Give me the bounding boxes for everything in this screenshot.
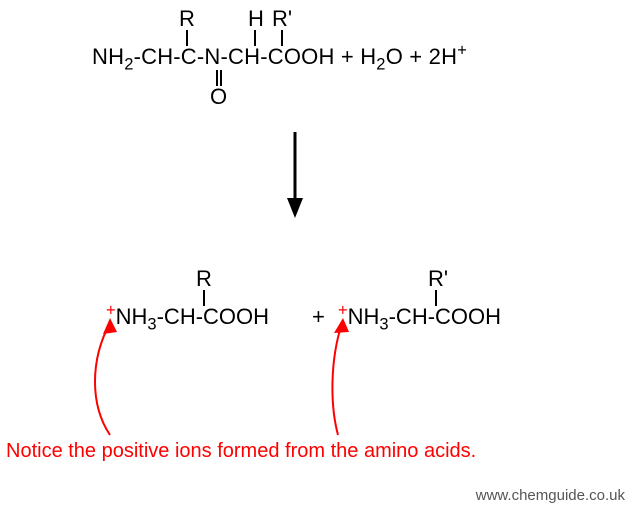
annotation-arrows-icon — [0, 0, 639, 516]
reactant-main: NH2-CH-C-N-CH-COOH + H2O + 2H+ — [92, 44, 467, 70]
product-left-nh3-sub: 3 — [147, 315, 156, 333]
product-right-nh3-sub: 3 — [379, 315, 388, 333]
reactant-sub-h: H — [248, 6, 264, 32]
product-left-nh: NH — [116, 304, 148, 329]
product-left-main: +NH3-CH-COOH — [106, 304, 269, 330]
reactant-chain: -CH-C-N-CH-COOH + H — [134, 44, 377, 69]
reactant-hplus-sup: + — [457, 42, 467, 60]
products-plus: + — [312, 304, 325, 330]
product-right-tail: -CH-COOH — [389, 304, 501, 329]
reactant-nh: NH — [92, 44, 124, 69]
reaction-arrow-icon — [280, 130, 310, 220]
reactant-h2o-sub: 2 — [376, 55, 385, 73]
watermark: www.chemguide.co.uk — [468, 487, 625, 504]
product-left-sub-r: R — [196, 266, 212, 292]
reactant-sub-r1: R — [179, 6, 195, 32]
product-right-plus-icon: + — [338, 302, 348, 320]
annotation-text: Notice the positive ions formed from the… — [6, 440, 476, 463]
reactant-tail: O + 2H — [386, 44, 458, 69]
product-right-sub-r: R' — [428, 266, 448, 292]
product-left-tail: -CH-COOH — [157, 304, 269, 329]
reactant-carbonyl-o: O — [210, 84, 227, 110]
product-left-plus-icon: + — [106, 302, 116, 320]
product-right-nh: NH — [348, 304, 380, 329]
reactant-sub-r2: R' — [272, 6, 292, 32]
reactant-nh2-sub: 2 — [124, 55, 133, 73]
product-right-main: +NH3-CH-COOH — [338, 304, 501, 330]
